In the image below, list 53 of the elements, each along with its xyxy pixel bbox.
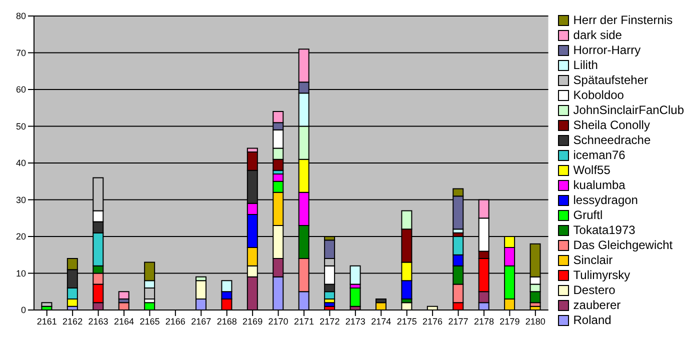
legend-label: dark side bbox=[573, 28, 622, 42]
y-tick-label: 0 bbox=[20, 305, 26, 316]
legend-label: lessydragon bbox=[573, 192, 638, 208]
x-tick-label: 2168 bbox=[216, 316, 237, 326]
legend-label: Horror-Harry bbox=[573, 42, 641, 58]
legend-label: JohnSinclairFanClub bbox=[573, 102, 684, 118]
x-tick-label: 2180 bbox=[525, 316, 546, 326]
x-tick-label: 2179 bbox=[500, 316, 520, 326]
y-tick-label: 80 bbox=[16, 11, 26, 22]
x-tick-label: 2171 bbox=[294, 316, 314, 326]
legend-label: Koboldoo bbox=[573, 88, 624, 102]
legend-label: Wolf55 bbox=[573, 162, 610, 178]
x-tick-label: 2170 bbox=[268, 316, 288, 326]
legend-label: Herr der Finsternis bbox=[573, 12, 673, 28]
legend-label: Schneedrache bbox=[573, 132, 651, 148]
legend-label: Das Gleichgewicht bbox=[573, 238, 673, 252]
y-tick-label: 20 bbox=[16, 232, 26, 242]
x-tick-label: 2163 bbox=[88, 316, 108, 326]
legend-label: Sheila Conolly bbox=[573, 118, 650, 132]
y-tick-label: 50 bbox=[16, 121, 26, 132]
x-tick-label: 2161 bbox=[36, 316, 57, 326]
legend-label: Tulimyrsky bbox=[573, 268, 630, 282]
legend-label: Destero bbox=[573, 282, 616, 298]
x-tick-label: 2162 bbox=[62, 316, 83, 326]
y-tick-label: 10 bbox=[16, 268, 26, 278]
legend-label: Lilith bbox=[573, 58, 598, 72]
x-tick-label: 2165 bbox=[140, 316, 160, 326]
x-tick-label: 2174 bbox=[371, 316, 392, 326]
x-tick-label: 2178 bbox=[474, 316, 494, 326]
legend-label: Gruftl bbox=[573, 208, 603, 222]
legend-label: zauberer bbox=[573, 298, 621, 312]
x-tick-label: 2173 bbox=[345, 316, 366, 326]
bar bbox=[118, 291, 130, 300]
x-tick-label: 2164 bbox=[114, 316, 134, 326]
legend-label: Roland bbox=[573, 312, 612, 328]
y-tick-label: 40 bbox=[16, 158, 26, 168]
legend-label: Tokata1973 bbox=[573, 222, 636, 238]
legend-label: Spätaufsteher bbox=[573, 72, 648, 88]
x-tick-label: 2176 bbox=[422, 316, 443, 326]
bar bbox=[41, 302, 52, 307]
legend-label: Sinclair bbox=[573, 252, 613, 268]
legend-label: kualumba bbox=[573, 178, 626, 192]
legend-label: iceman76 bbox=[573, 148, 626, 162]
y-tick-label: 60 bbox=[16, 84, 26, 95]
x-tick-label: 2166 bbox=[165, 316, 186, 326]
bar bbox=[350, 287, 361, 307]
x-tick-label: 2172 bbox=[320, 316, 340, 326]
x-tick-label: 2169 bbox=[242, 316, 263, 326]
x-tick-label: 2167 bbox=[191, 316, 212, 326]
y-tick-label: 30 bbox=[16, 194, 26, 205]
x-tick-label: 2177 bbox=[448, 316, 468, 326]
y-tick-label: 70 bbox=[16, 48, 26, 58]
x-tick-label: 2175 bbox=[396, 316, 417, 326]
